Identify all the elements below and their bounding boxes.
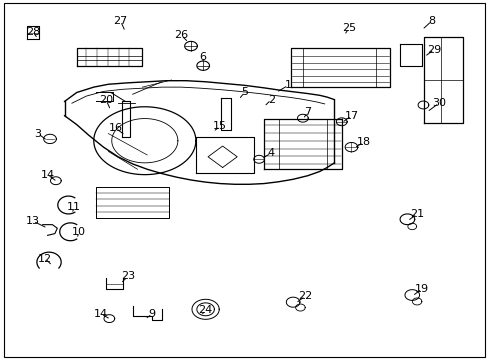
- Text: 20: 20: [99, 95, 113, 105]
- Text: 14: 14: [41, 170, 55, 180]
- Text: 28: 28: [26, 27, 40, 37]
- Text: 9: 9: [148, 309, 155, 319]
- Text: 16: 16: [108, 123, 122, 133]
- Text: 13: 13: [26, 216, 40, 226]
- Text: 4: 4: [267, 148, 274, 158]
- Text: 10: 10: [72, 227, 86, 237]
- Text: 22: 22: [298, 291, 312, 301]
- Text: 14: 14: [94, 309, 108, 319]
- Text: 21: 21: [409, 209, 423, 219]
- Text: 8: 8: [427, 16, 434, 26]
- Text: 27: 27: [113, 16, 127, 26]
- Text: 18: 18: [356, 138, 370, 148]
- Text: 17: 17: [344, 111, 358, 121]
- Text: 1: 1: [284, 80, 291, 90]
- Text: 11: 11: [67, 202, 81, 212]
- Text: 15: 15: [213, 121, 227, 131]
- Text: 6: 6: [199, 52, 206, 62]
- Text: 12: 12: [38, 253, 52, 264]
- Text: 26: 26: [174, 30, 188, 40]
- Text: 25: 25: [341, 23, 355, 33]
- Text: 7: 7: [304, 107, 311, 117]
- Text: 5: 5: [241, 87, 247, 98]
- Text: 24: 24: [198, 305, 212, 315]
- Text: 29: 29: [426, 45, 440, 55]
- Text: 23: 23: [121, 271, 135, 282]
- Text: 30: 30: [431, 98, 445, 108]
- Text: 19: 19: [414, 284, 428, 294]
- Text: 2: 2: [267, 95, 274, 105]
- Text: 3: 3: [34, 129, 41, 139]
